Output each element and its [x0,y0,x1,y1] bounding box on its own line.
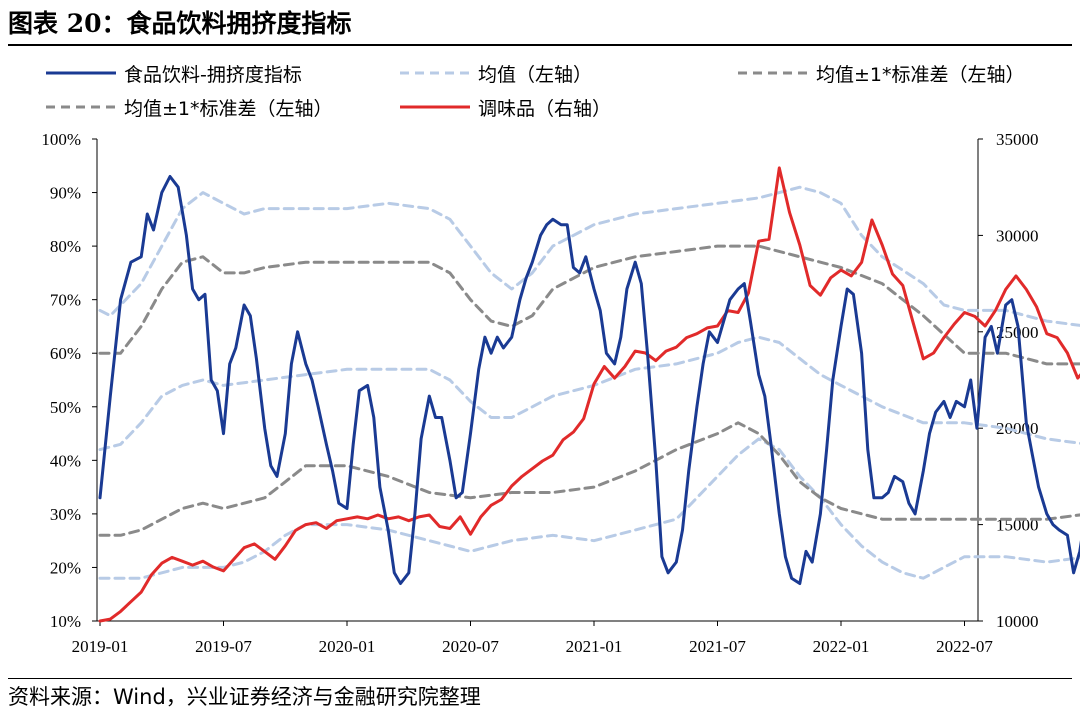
x-tick-label: 2022-07 [936,637,993,656]
series-line-5 [98,421,1080,537]
legend-label: 食品饮料-拥挤度指标 [124,63,302,86]
x-tick-label: 2019-07 [195,637,252,656]
line-chart: 10%20%30%40%50%60%70%80%90%100%100001500… [41,130,1080,656]
legend-item-mean: 均值（左轴） [398,58,592,88]
x-tick-label: 2019-01 [72,637,129,656]
page-title: 图表 20：食品饮料拥挤度指标 [8,9,352,38]
y-right-tick-label: 10000 [996,612,1039,631]
legend-swatch-dash-gray-icon [46,105,116,109]
legend-item-condiment: 调味品（右轴） [398,92,611,122]
series-line-2 [98,335,1080,452]
series-line-0 [98,175,1080,585]
series-line-6 [98,166,1080,623]
series-line-1 [98,185,1080,327]
source-note: 资料来源：Wind，兴业证券经济与金融研究院整理 [8,685,481,709]
legend-label: 均值±1*标准差（左轴） [816,63,1025,86]
legend-label: 调味品（右轴） [478,97,612,120]
y-left-tick-label: 100% [41,130,81,149]
y-left-tick-label: 10% [50,612,81,631]
x-tick-label: 2020-01 [319,637,376,656]
legend-label: 均值±1*标准差（左轴） [124,97,333,120]
legend-label: 均值（左轴） [478,63,593,86]
y-right-tick-label: 35000 [996,130,1039,149]
legend-swatch-dash-lightblue-icon [400,71,470,75]
plot-area: 10%20%30%40%50%60%70%80%90%100%100001500… [41,130,1080,656]
y-left-tick-label: 20% [50,558,81,577]
series-line-4 [98,244,1080,366]
legend-swatch-solid-blue-icon [46,71,116,75]
y-left-tick-label: 40% [50,451,81,470]
x-tick-label: 2021-01 [566,637,623,656]
chart-legend: 食品饮料-拥挤度指标 均值（左轴） 均值±1*标准差（左轴） 均值±1*标准差（… [0,58,1080,124]
y-left-tick-label: 90% [50,184,81,203]
legend-swatch-dash-gray-icon [738,71,808,75]
legend-item-band-upper: 均值±1*标准差（左轴） [736,58,1025,88]
series-line-3 [98,437,1080,580]
legend-swatch-solid-red-icon [400,105,470,109]
y-left-tick-label: 80% [50,237,81,256]
x-tick-label: 2022-01 [813,637,870,656]
y-right-tick-label: 30000 [996,226,1039,245]
source-rule [8,678,1072,679]
legend-item-band-lower: 均值±1*标准差（左轴） [44,92,333,122]
legend-item-crowding: 食品饮料-拥挤度指标 [44,58,302,88]
x-tick-label: 2021-07 [689,637,746,656]
y-left-tick-label: 30% [50,505,81,524]
y-left-tick-label: 60% [50,344,81,363]
y-left-tick-label: 70% [50,291,81,310]
x-tick-label: 2020-07 [442,637,499,656]
y-left-tick-label: 50% [50,398,81,417]
y-right-tick-label: 20000 [996,419,1039,438]
title-rule [8,44,1072,46]
